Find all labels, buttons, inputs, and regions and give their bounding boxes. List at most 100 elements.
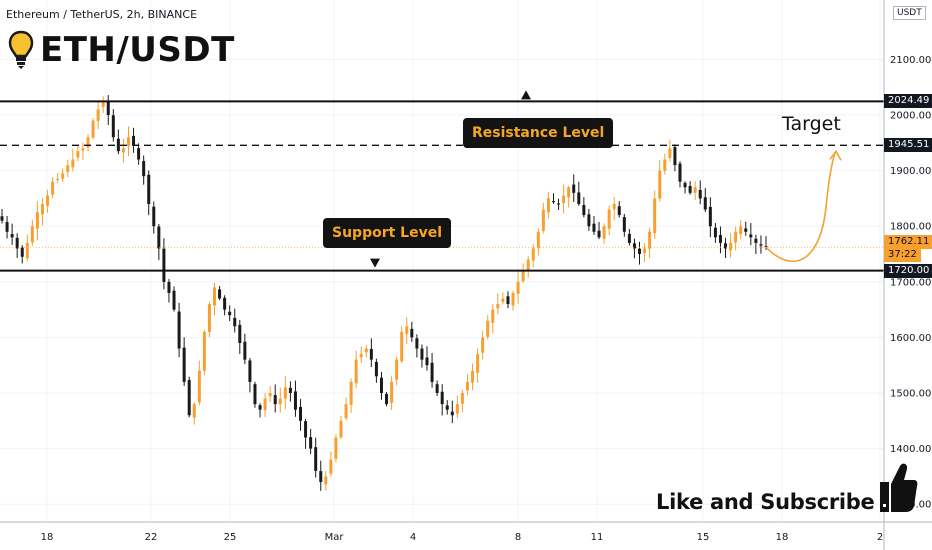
- candle: [481, 330, 485, 360]
- candle: [521, 263, 525, 284]
- candle: [405, 317, 409, 345]
- x-tick-label: 11: [591, 532, 604, 543]
- candle: [531, 244, 535, 268]
- plot-area: [0, 0, 884, 522]
- candle: [668, 139, 672, 162]
- candle: [71, 148, 75, 172]
- candle: [207, 301, 211, 338]
- candle: [516, 270, 520, 304]
- candle: [202, 329, 206, 376]
- candle: [440, 384, 444, 416]
- candle: [157, 223, 161, 261]
- candle: [126, 126, 130, 157]
- candle: [253, 381, 257, 408]
- candle: [46, 189, 50, 213]
- x-tick-label: 8: [515, 532, 521, 543]
- candle: [364, 345, 368, 358]
- current-price-label: 1762.11: [884, 235, 932, 250]
- candle: [283, 376, 287, 410]
- candle: [541, 202, 545, 234]
- candle: [673, 144, 677, 172]
- y-tick-label: 2100.00: [890, 55, 931, 66]
- candle: [582, 197, 586, 218]
- candle: [111, 109, 115, 142]
- resistance-callout: Resistance Level: [463, 118, 614, 148]
- candle: [546, 191, 550, 219]
- candle: [607, 205, 611, 236]
- candle: [496, 293, 500, 315]
- candle: [233, 308, 237, 333]
- candle: [20, 245, 24, 264]
- candle: [5, 215, 9, 239]
- candle: [379, 372, 383, 400]
- candle: [197, 360, 201, 406]
- x-tick-label: Mar: [325, 532, 345, 543]
- candle: [177, 302, 181, 358]
- candle: [567, 185, 571, 208]
- candle: [435, 380, 439, 397]
- candle: [658, 160, 662, 202]
- candle: [562, 184, 566, 214]
- candle: [137, 143, 141, 165]
- candle: [632, 238, 636, 259]
- candle: [471, 363, 475, 391]
- candle: [460, 390, 464, 413]
- candle: [602, 223, 606, 244]
- candle: [25, 234, 29, 262]
- candle: [729, 233, 733, 258]
- support-callout: Support Level: [323, 218, 452, 248]
- candle: [465, 374, 469, 396]
- candle: [15, 233, 19, 258]
- candle: [162, 238, 166, 290]
- candle: [182, 337, 186, 386]
- candle: [142, 155, 146, 185]
- candle: [511, 290, 515, 311]
- candle: [329, 451, 333, 477]
- candle: [304, 418, 308, 449]
- candle: [76, 144, 80, 162]
- countdown-label: 37:22: [884, 248, 921, 263]
- candle: [455, 395, 459, 419]
- x-tick-label: 25: [224, 532, 237, 543]
- candle: [688, 181, 692, 195]
- candle: [66, 159, 70, 178]
- candle: [374, 358, 378, 383]
- candle: [248, 357, 252, 393]
- candle: [354, 350, 358, 389]
- candle: [425, 346, 429, 371]
- candle: [192, 402, 196, 425]
- candle: [683, 181, 687, 194]
- candle: [86, 134, 90, 152]
- candle: [56, 172, 60, 184]
- candle: [724, 237, 728, 259]
- candle: [51, 177, 55, 199]
- candle: [648, 227, 652, 259]
- candle: [415, 334, 419, 358]
- candle: [278, 387, 282, 413]
- candle: [612, 197, 616, 221]
- candle: [572, 174, 576, 203]
- candle: [643, 243, 647, 263]
- candle: [622, 213, 626, 237]
- y-tick-label: 2000.00: [890, 111, 931, 122]
- y-tick-label: 1400.00: [890, 444, 931, 455]
- currency-button[interactable]: USDT: [893, 6, 926, 20]
- candle: [324, 471, 328, 491]
- candle: [410, 321, 414, 342]
- candle: [228, 305, 232, 321]
- symbol-line: Ethereum / TetherUS, 2h, BINANCE: [6, 8, 198, 21]
- candle: [40, 197, 44, 226]
- y-tick-label: 1700.00: [890, 277, 931, 288]
- candle: [319, 460, 323, 491]
- cta-text: Like and Subscribe: [656, 490, 875, 514]
- target-price-label: 1945.51: [884, 138, 932, 153]
- title-block: ETH/USDT: [8, 30, 235, 70]
- candle: [268, 386, 272, 403]
- candle: [238, 319, 242, 354]
- candle: [223, 295, 227, 316]
- candle: [486, 315, 490, 340]
- candle: [309, 428, 313, 455]
- candle: [395, 356, 399, 386]
- candle: [708, 197, 712, 238]
